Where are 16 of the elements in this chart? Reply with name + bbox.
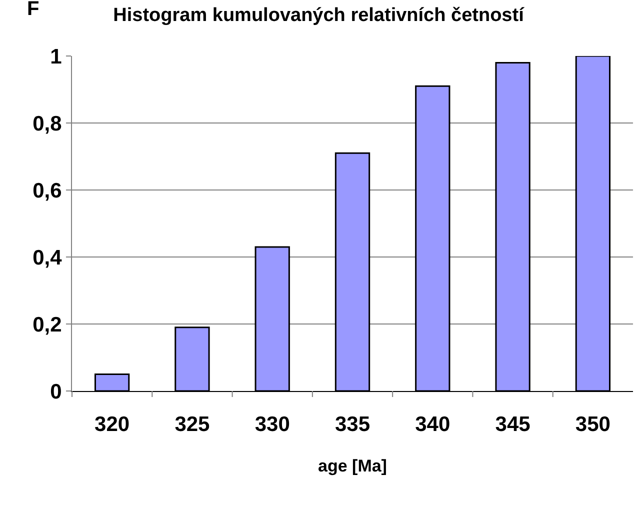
x-tick-label: 350 — [575, 413, 610, 436]
chart-title: Histogram kumulovaných relativních četností — [113, 4, 525, 26]
y-tick-label: 0,4 — [32, 246, 62, 270]
y-tick-label: 0 — [50, 380, 62, 404]
x-tick-label: 335 — [334, 413, 370, 436]
x-axis-title: age [Ma] — [318, 456, 387, 476]
y-tick-label: 0,2 — [32, 313, 62, 336]
y-tick-label: 0,8 — [32, 112, 62, 136]
x-tick-label: 320 — [94, 413, 130, 436]
y-tick-label: 0,6 — [32, 179, 62, 202]
x-tick-label: 325 — [174, 413, 210, 436]
x-tick-label: 345 — [495, 413, 531, 436]
x-tick-label: 330 — [254, 413, 290, 436]
y-tick-label: 1 — [50, 45, 62, 68]
y-axis-title: F — [27, 0, 40, 20]
x-tick-label: 340 — [415, 413, 450, 436]
